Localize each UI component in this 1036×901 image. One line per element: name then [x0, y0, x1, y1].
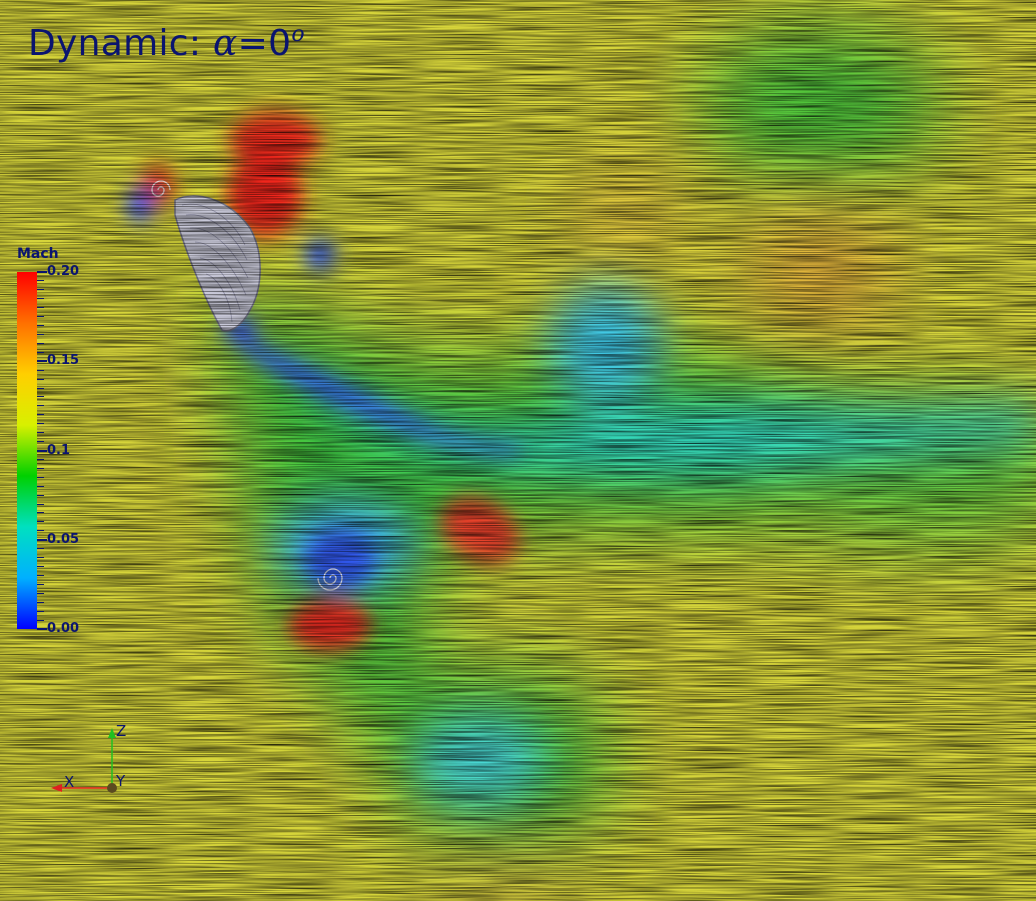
colorbar-tick-mark — [37, 333, 44, 335]
colorbar-tick-mark — [37, 396, 44, 398]
x-axis-arrow — [51, 784, 62, 792]
orientation-axes — [51, 728, 117, 793]
colorbar-tick-mark — [37, 432, 44, 434]
colorbar-tick-label: 0.20 — [47, 264, 80, 279]
colorbar-tick-mark — [37, 530, 44, 532]
colorbar-tick-mark — [37, 503, 44, 505]
y-axis-label: Y — [116, 772, 126, 790]
colorbar-tick-mark — [37, 494, 44, 496]
colorbar-title: Mach — [17, 246, 59, 262]
colorbar-tick-mark — [37, 476, 44, 478]
colorbar-tick-mark — [37, 360, 47, 363]
colorbar-tick-mark — [37, 485, 44, 487]
colorbar-tick-mark — [37, 342, 44, 344]
colorbar-tick-mark — [37, 574, 44, 576]
colorbar-tick-mark — [37, 316, 44, 318]
colorbar-tick-mark — [37, 628, 47, 630]
colorbar-tick-mark — [37, 298, 44, 300]
colorbar-tick-mark — [37, 405, 44, 407]
colorbar-tick-mark — [37, 592, 44, 594]
colorbar-tick-mark — [37, 423, 44, 425]
colorbar-tick-mark — [37, 467, 44, 469]
colorbar-tick-mark — [37, 280, 44, 282]
title-superscript: o — [291, 22, 305, 47]
colorbar-tick-mark — [37, 307, 44, 309]
colorbar-tick-mark — [37, 512, 44, 514]
title-equals: =0 — [237, 23, 292, 64]
colorbar-tick-mark — [37, 378, 44, 380]
colorbar-tick-mark — [37, 441, 44, 443]
x-axis-label: X — [64, 773, 75, 791]
title-symbol: α — [213, 23, 238, 64]
colorbar-tick-label: 0.1 — [47, 442, 71, 458]
colorbar-tick-mark — [37, 351, 44, 353]
colorbar-tick-mark — [37, 610, 44, 612]
colorbar-tick-mark — [37, 449, 47, 452]
y-axis-marker — [107, 783, 117, 793]
z-axis-label: Z — [116, 722, 127, 740]
colorbar-tick-mark — [37, 387, 44, 389]
plot-title: Dynamic: α=0o — [28, 22, 305, 64]
colorbar-tick-mark — [37, 521, 44, 523]
colorbar-tick-mark — [37, 583, 44, 585]
colorbar-tick-mark — [37, 601, 44, 603]
colorbar-tick-mark — [37, 538, 47, 541]
colorbar-tick-mark — [37, 566, 44, 568]
colorbar-tick-label: 0.00 — [47, 621, 80, 636]
colorbar-tick-mark — [37, 271, 47, 273]
title-prefix: Dynamic: — [28, 23, 214, 64]
colorbar-tick-mark — [37, 557, 44, 559]
colorbar-tick-mark — [37, 325, 44, 327]
colorbar-tick-label: 0.15 — [47, 353, 80, 369]
colorbar-tick-mark — [37, 458, 44, 460]
colorbar-tick-mark — [37, 548, 44, 550]
colorbar-tick-mark — [37, 414, 44, 416]
colorbar-tick-mark — [37, 289, 44, 291]
colorbar-tick-label: 0.05 — [47, 531, 80, 547]
colorbar-tick-mark — [37, 369, 44, 371]
colorbar-tick-mark — [37, 619, 44, 621]
colorbar-gradient — [17, 272, 37, 629]
z-axis-arrow — [108, 728, 116, 738]
